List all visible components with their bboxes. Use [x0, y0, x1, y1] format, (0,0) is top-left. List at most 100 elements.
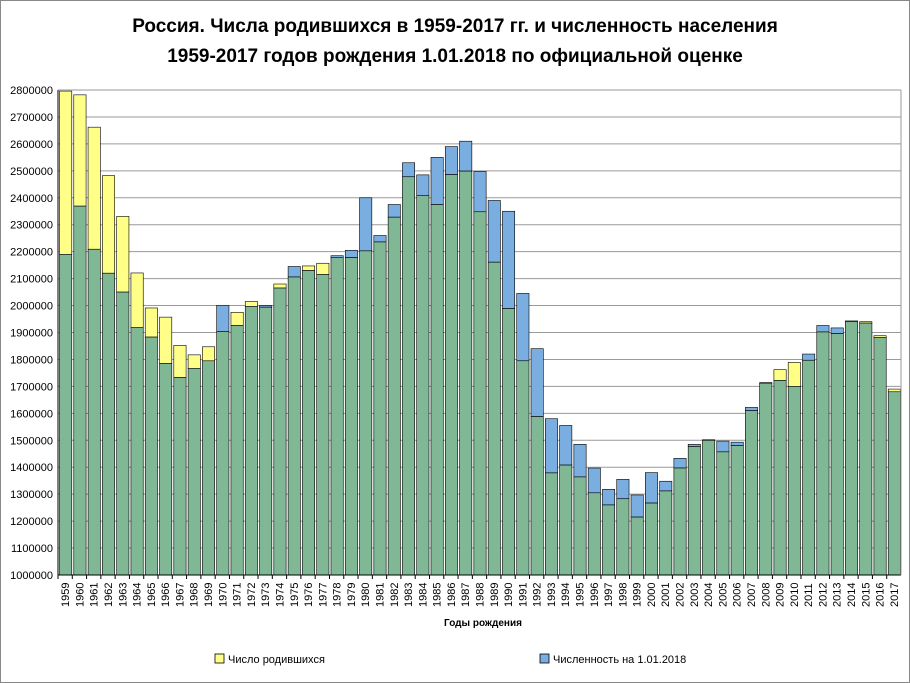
population-bar-segment	[530, 348, 544, 417]
overlap-bar-segment	[802, 359, 816, 576]
overlap-bar-segment	[473, 211, 487, 576]
legend: Число родившихся Численность на 1.01.2018	[214, 653, 686, 666]
population-bar-segment	[344, 250, 358, 258]
y-tick-label: 2700000	[10, 112, 53, 124]
x-tick-label: 1999	[632, 583, 644, 607]
x-tick-label: 1987	[460, 583, 472, 607]
overlap-bar-segment	[302, 270, 315, 576]
y-tick-label: 1100000	[11, 543, 53, 555]
births-bar-segment	[130, 272, 144, 328]
y-tick-label: 1600000	[10, 408, 53, 420]
population-bar-segment	[430, 157, 444, 205]
overlap-bar-segment	[559, 464, 573, 576]
x-tick-label: 1994	[560, 583, 572, 607]
births-bar-segment	[202, 346, 215, 362]
legend-swatch	[539, 653, 550, 664]
overlap-bar-segment	[459, 170, 473, 576]
births-bar-segment	[302, 265, 315, 271]
y-tick-label: 1900000	[10, 328, 53, 340]
population-bar-segment	[745, 407, 758, 411]
overlap-bar-segment	[687, 446, 701, 576]
y-tick-label: 1300000	[10, 489, 53, 501]
x-tick-label: 2017	[889, 583, 901, 607]
overlap-bar-segment	[444, 174, 458, 576]
population-bar-segment	[645, 472, 658, 504]
x-tick-label: 2013	[832, 583, 844, 607]
x-tick-label: 1995	[575, 583, 587, 607]
births-bar-segment	[887, 388, 901, 393]
x-tick-label: 1959	[60, 583, 72, 607]
y-tick-label: 2100000	[10, 274, 53, 286]
x-tick-label: 2011	[803, 583, 815, 607]
population-bar-segment	[487, 200, 501, 263]
population-bar-segment	[673, 458, 687, 469]
overlap-bar-segment	[402, 176, 416, 576]
overlap-bar-segment	[73, 205, 87, 576]
x-tick-label: 1997	[603, 583, 615, 607]
x-tick-label: 1968	[189, 583, 201, 607]
x-tick-label: 1975	[289, 583, 301, 607]
x-tick-label: 1996	[589, 583, 601, 607]
overlap-bar-segment	[873, 337, 887, 576]
overlap-bar-segment	[516, 360, 530, 576]
y-tick-label: 1500000	[10, 435, 53, 447]
overlap-bar-segment	[316, 274, 330, 576]
population-bar-segment	[544, 418, 558, 474]
x-tick-label: 2004	[703, 583, 715, 607]
overlap-bar-segment	[173, 377, 187, 576]
overlap-bar-segment	[716, 451, 730, 576]
x-tick-label: 1962	[103, 583, 115, 607]
overlap-bar-segment	[787, 386, 801, 576]
births-bar-segment	[87, 126, 101, 250]
births-bar-segment	[173, 345, 187, 378]
overlap-bar-segment	[87, 248, 101, 576]
overlap-bar-segment	[59, 254, 73, 576]
overlap-bar-segment	[159, 363, 173, 576]
population-bar-segment	[287, 266, 301, 278]
population-bar-segment	[502, 210, 516, 309]
population-bar-segment	[730, 441, 744, 446]
population-bar-segment	[516, 293, 530, 362]
births-bar-segment	[102, 175, 115, 274]
y-tick-label: 2400000	[10, 193, 53, 205]
x-tick-label: 1998	[617, 583, 629, 607]
overlap-bar-segment	[587, 492, 601, 576]
overlap-bar-segment	[702, 439, 716, 576]
overlap-bar-segment	[116, 291, 130, 576]
x-tick-label: 1981	[374, 583, 386, 607]
overlap-bar-segment	[130, 327, 144, 576]
overlap-bar-segment	[530, 416, 544, 576]
overlap-bar-segment	[859, 322, 873, 576]
x-axis-label: Годы рождения	[444, 618, 522, 629]
x-tick-label: 2001	[660, 583, 672, 607]
legend-label: Численность на 1.01.2018	[553, 654, 686, 666]
y-tick-label: 2800000	[10, 85, 53, 97]
population-bar-segment	[830, 327, 844, 334]
overlap-bar-segment	[373, 241, 387, 576]
x-tick-label: 1983	[403, 583, 415, 607]
x-tick-label: 1961	[89, 583, 101, 607]
x-tick-label: 1982	[389, 583, 401, 607]
population-bar-segment	[473, 171, 487, 213]
x-tick-label: 1990	[503, 583, 515, 607]
population-bar-segment	[716, 440, 730, 453]
x-tick-label: 1986	[446, 583, 458, 607]
x-tick-label: 2009	[775, 583, 787, 607]
population-bar-segment	[416, 174, 430, 196]
x-tick-label: 1993	[546, 583, 558, 607]
y-tick-label: 2200000	[10, 247, 53, 259]
population-bar-segment	[387, 204, 401, 218]
overlap-bar-segment	[230, 325, 244, 576]
population-bar-segment	[587, 467, 601, 494]
x-tick-label: 1966	[160, 583, 172, 607]
overlap-bar-segment	[430, 204, 444, 576]
overlap-bar-segment	[244, 306, 258, 576]
population-bar-segment	[402, 162, 416, 178]
x-tick-label: 2000	[646, 583, 658, 607]
x-tick-label: 2005	[717, 583, 729, 607]
population-bar-segment	[687, 444, 701, 447]
overlap-bar-segment	[102, 272, 115, 576]
population-bar-segment	[459, 140, 473, 172]
x-tick-label: 1963	[117, 583, 129, 607]
